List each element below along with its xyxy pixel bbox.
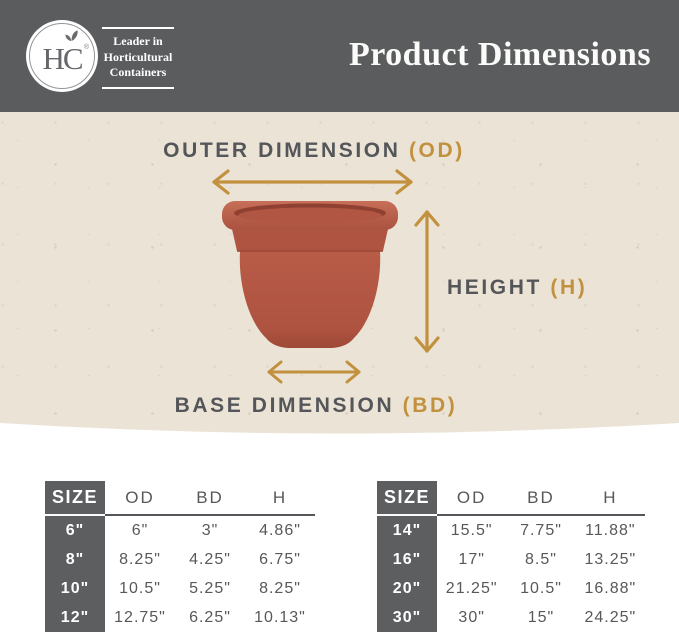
table-header-cell: OD (456, 487, 487, 507)
height-text: HEIGHT (447, 276, 551, 299)
size-table-large: SIZE OD BD H 14" 15.5" 7.75" 11.88" 16" 17" 8.5" 13… (377, 481, 645, 632)
bd-arrow (267, 360, 361, 384)
table-value-cell: 4.25" (189, 550, 231, 568)
header-rule-line (105, 514, 175, 516)
table-size-cell: 20" (377, 574, 437, 603)
table-size-cell: 30" (377, 603, 437, 632)
outer-dimension-abbr: (OD) (408, 139, 465, 162)
table-size-cell: 6" (45, 516, 105, 545)
header-rule-line (506, 514, 576, 516)
hero-curve (0, 422, 679, 434)
table-header-cell: BD (527, 487, 555, 507)
table-value-cell: 5.25" (189, 579, 231, 597)
table-value-cell: 12.75" (114, 608, 166, 626)
table-value-cell: 11.88" (585, 521, 636, 539)
pot-diagram (212, 169, 440, 384)
table-header-size: SIZE (377, 481, 437, 514)
table-value-cell: 8.25" (259, 579, 301, 597)
size-table-small: SIZE OD BD H 6" 6" 3" 4.86" 8" 8.25" 4.25" 6.75" 10"… (45, 481, 315, 632)
tagline-line: Containers (109, 65, 167, 79)
table-header-cell: H (272, 487, 288, 507)
brand-logo: HC ® (26, 20, 98, 92)
brand-tagline: Leader in Horticultural Containers (102, 27, 174, 89)
table-value-cell: 30" (458, 608, 485, 626)
od-arrow (212, 169, 413, 195)
height-arrow (414, 210, 440, 353)
table-value-cell: 3" (201, 521, 219, 539)
table-size-cell: 16" (377, 545, 437, 574)
table-header-cell: H (603, 487, 618, 507)
table-size-cell: 14" (377, 516, 437, 545)
table-value-cell: 24.25" (584, 608, 637, 626)
table-value-cell: 8.5" (525, 550, 557, 568)
table-value-cell: 13.25" (584, 550, 637, 568)
height-label: HEIGHT (H) (447, 276, 587, 300)
table-value-cell: 15" (527, 608, 555, 626)
base-dimension-text: BASE DIMENSION (174, 394, 403, 417)
table-value-cell: 17" (458, 550, 485, 568)
header-rule-line (175, 514, 245, 516)
logo-monogram: HC (42, 41, 83, 76)
tagline-line: Leader in (113, 34, 163, 48)
outer-dimension-label: OUTER DIMENSION (OD) (163, 139, 465, 163)
pot-illustration (222, 201, 398, 348)
header-rule-line (437, 514, 507, 516)
table-header-cell: OD (125, 487, 155, 507)
table-value-cell: 4.86" (259, 521, 301, 539)
table-size-cell: 10" (45, 574, 105, 603)
outer-dimension-text: OUTER DIMENSION (163, 139, 409, 162)
table-value-cell: 21.25" (445, 579, 498, 597)
registered-mark: ® (83, 44, 89, 51)
header-rule-gap (377, 514, 437, 516)
table-value-cell: 10.5" (520, 579, 562, 597)
height-abbr: (H) (550, 276, 588, 299)
header-rule-gap (45, 514, 105, 516)
table-header-size: SIZE (45, 481, 105, 514)
table-size-cell: 8" (45, 545, 105, 574)
base-dimension-label: BASE DIMENSION (BD) (175, 394, 458, 418)
table-size-cell: 12" (45, 603, 105, 632)
table-value-cell: 10.13" (254, 608, 306, 626)
table-value-cell: 6.25" (189, 608, 231, 626)
table-value-cell: 8.25" (119, 550, 161, 568)
table-value-cell: 6" (131, 521, 149, 539)
leaf-sprout-icon (65, 30, 78, 41)
table-value-cell: 7.75" (520, 521, 562, 539)
tagline-line: Horticultural (103, 49, 173, 64)
table-value-cell: 16.88" (584, 579, 637, 597)
header-rule-line (245, 514, 315, 516)
base-dimension-abbr: (BD) (402, 394, 458, 417)
header-rule-line (575, 514, 645, 516)
table-value-cell: 6.75" (259, 550, 301, 568)
page-title: Product Dimensions (348, 36, 652, 73)
table-header-cell: BD (196, 487, 224, 507)
table-value-cell: 15.5" (450, 521, 493, 539)
table-value-cell: 10.5" (119, 579, 161, 597)
header-band: HC ® Leader in Horticultural Containers … (0, 0, 679, 113)
